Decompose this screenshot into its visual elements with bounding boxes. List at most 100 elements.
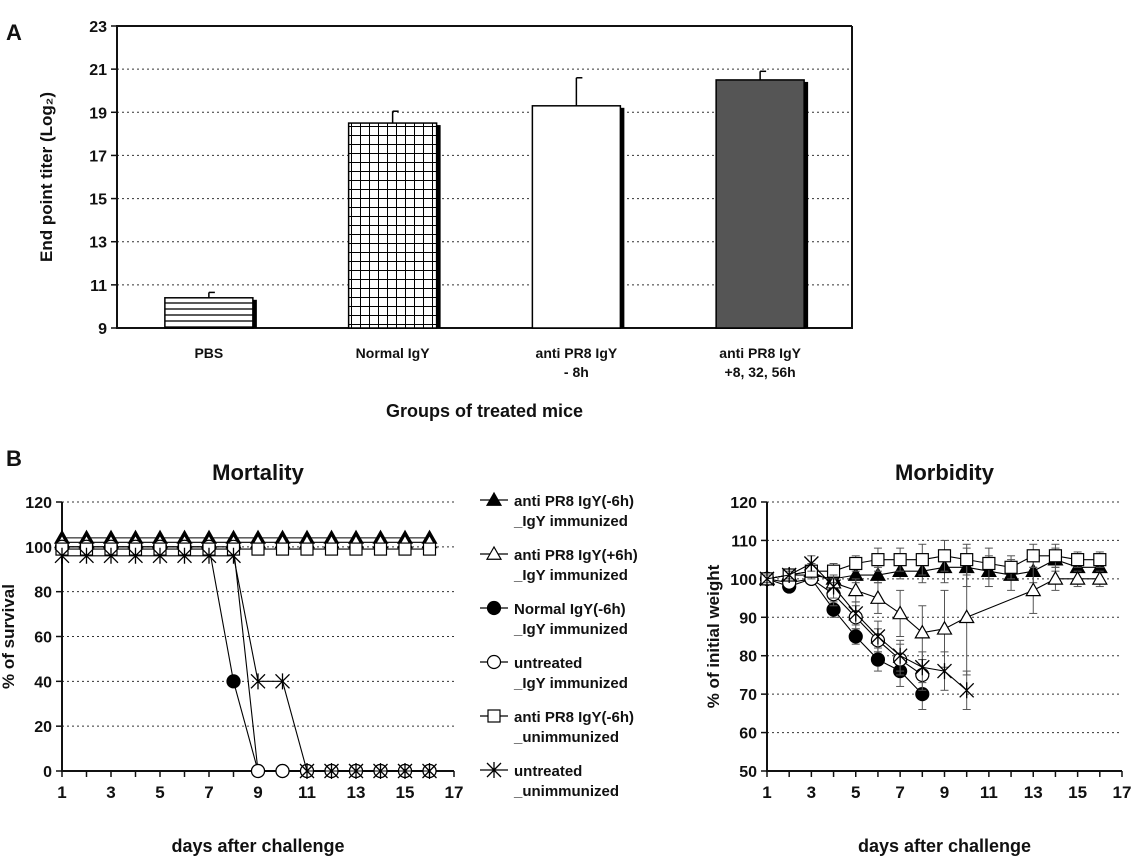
data-point (870, 652, 886, 667)
data-point (1004, 560, 1018, 574)
data-point (914, 659, 930, 676)
bar (347, 122, 438, 329)
y-tick-label: 90 (739, 610, 757, 627)
x-tick-label: 15 (396, 783, 415, 802)
data-point (226, 547, 241, 564)
y-tick-label: 11 (90, 278, 107, 295)
data-point (275, 673, 290, 690)
y-tick-label: 21 (89, 62, 107, 79)
y-tick-label: 60 (34, 630, 52, 647)
x-tick-label: 17 (1113, 783, 1131, 802)
data-point (1026, 549, 1040, 563)
x-tick-label: 11 (298, 783, 316, 802)
x-tick-label: 7 (895, 783, 904, 802)
data-point (1048, 549, 1063, 563)
x-tick-label: 15 (1068, 783, 1087, 802)
bar (715, 79, 805, 329)
x-category-label: - 8h (564, 364, 589, 380)
legend-marker (486, 762, 502, 778)
data-point (373, 542, 388, 556)
data-point (892, 605, 909, 620)
x-tick-label: 9 (940, 783, 949, 802)
titer-bar-chart: 9 11 13 15 17 19 21 23 PBS Normal IgY anti PR8 IgY… (37, 19, 853, 421)
x-tick-label: 13 (347, 783, 366, 802)
x-tick-label: 3 (106, 783, 115, 802)
legend-item: anti PR8 IgY(-6h) _unimmunized (480, 709, 634, 746)
legend-label: _IgY immunized (513, 621, 628, 638)
x-category-label: Normal IgY (356, 345, 431, 361)
legend-item: untreated _unimmunized (480, 762, 619, 800)
y-tick-label: 80 (34, 585, 52, 602)
data-point (324, 763, 339, 779)
x-tick-label: 13 (1024, 783, 1043, 802)
data-point (422, 763, 437, 779)
x-tick-label: 5 (851, 783, 860, 802)
y-tick-label: 9 (98, 321, 107, 338)
series (759, 555, 975, 711)
legend-item: untreated _IgY immunized (480, 654, 628, 692)
legend-label: Normal IgY(-6h) (514, 601, 626, 618)
data-point (871, 553, 885, 567)
legend-label: untreated (514, 763, 582, 780)
data-point (79, 547, 94, 564)
data-point (958, 609, 975, 624)
y-tick-label: 13 (89, 235, 107, 252)
y-tick-label: 17 (89, 148, 107, 165)
y-tick-label: 20 (34, 719, 52, 736)
x-category-label: PBS (194, 345, 223, 361)
data-point (300, 542, 314, 556)
legend-label: anti PR8 IgY(-6h) (514, 493, 634, 510)
series-line (62, 546, 430, 772)
y-tick-label: 110 (731, 533, 757, 550)
data-point (397, 763, 413, 779)
legend-label: _unimmunized (513, 729, 619, 746)
data-point (251, 542, 265, 556)
data-point (299, 763, 315, 779)
legend-item: Normal IgY(-6h) _IgY immunized (480, 600, 628, 638)
x-tick-label: 1 (762, 783, 771, 802)
x-tick-label: 7 (204, 783, 213, 802)
y-tick-label: 19 (89, 105, 107, 122)
panel-label-b: B (6, 446, 22, 471)
data-point (1091, 570, 1108, 585)
x-tick-label: 17 (445, 783, 464, 802)
data-point (1071, 553, 1085, 567)
series-line (62, 555, 430, 772)
data-point (959, 682, 975, 699)
data-point (870, 628, 886, 645)
data-point (869, 566, 886, 581)
series-line (766, 555, 1100, 580)
data-point (324, 542, 339, 556)
legend-label: _unimmunized (513, 783, 619, 800)
data-point (937, 549, 952, 563)
y-tick-label: 120 (730, 495, 757, 512)
legend-label: _IgY immunized (513, 513, 628, 530)
data-point (348, 763, 364, 779)
data-point (847, 582, 864, 597)
y-tick-label: 120 (25, 495, 52, 512)
data-point (1093, 553, 1107, 567)
legend-marker (485, 491, 503, 506)
legend-item: anti PR8 IgY(-6h) _IgY immunized (480, 491, 634, 530)
data-point (1025, 582, 1042, 597)
x-tick-label: 5 (155, 783, 164, 802)
data-point (960, 553, 974, 567)
series (54, 539, 437, 779)
data-point (373, 763, 388, 779)
data-point (152, 547, 168, 564)
y-tick-label: 23 (89, 19, 107, 36)
data-point (250, 763, 266, 779)
data-point (937, 663, 952, 680)
legend-item: anti PR8 IgY(+6h) _IgY immunized (480, 545, 638, 584)
y-tick-label: 50 (739, 764, 757, 781)
plot-frame (116, 25, 853, 329)
legend-label: _IgY immunized (513, 675, 628, 692)
data-point (781, 567, 797, 584)
legend-label: anti PR8 IgY(+6h) (514, 547, 638, 564)
series-line (766, 562, 968, 691)
y-tick-label: 80 (739, 649, 757, 666)
x-tick-label: 9 (253, 783, 262, 802)
